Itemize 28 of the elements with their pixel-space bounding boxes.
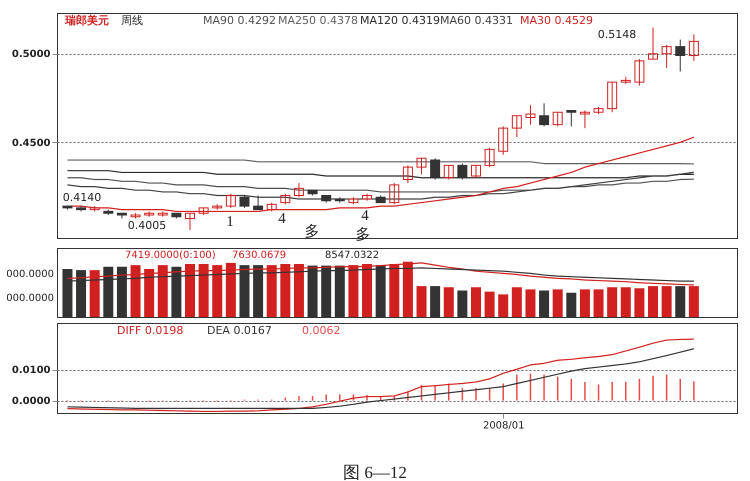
annotation: 0.4005 xyxy=(128,219,166,232)
text: MA120 0.4319 xyxy=(360,14,440,27)
x-tick-label: 2008/01 xyxy=(482,420,524,432)
y-tick-label: 0.0100 xyxy=(12,365,51,376)
y-tick-label: 0.5000 xyxy=(12,49,51,60)
y-tick-label: 0.0000 xyxy=(12,396,51,408)
chart-subtitle: 周线 xyxy=(121,14,143,27)
annotation: 4 xyxy=(361,208,370,224)
annotation: 0.5148 xyxy=(598,28,636,41)
annotation: 4 xyxy=(278,211,286,227)
chart-title: 瑞郎美元 xyxy=(64,14,109,27)
text: 0.0062 xyxy=(302,324,340,337)
text: MA90 0.4292 xyxy=(203,14,276,27)
text: 000.0000 xyxy=(6,293,54,304)
text: MA30 0.4529 xyxy=(520,14,593,27)
text: DIFF 0.0198 xyxy=(117,324,184,337)
text: MA250 0.4378 xyxy=(278,14,358,27)
text: 7419.0000(0:100) xyxy=(125,250,216,261)
annotation: 1 xyxy=(226,214,234,230)
text: DEA 0.0167 xyxy=(207,324,272,337)
text: 7630.0679 xyxy=(232,250,286,261)
caption: 图 6—12 xyxy=(343,463,407,481)
annotation: 0.4140 xyxy=(62,191,102,204)
text: MA60 0.4331 xyxy=(440,14,513,27)
annotation: 多 xyxy=(304,223,320,240)
text: 000.0000 xyxy=(6,269,54,280)
text: 8547.0322 xyxy=(325,250,380,261)
y-tick-label: 0.4500 xyxy=(12,138,51,149)
